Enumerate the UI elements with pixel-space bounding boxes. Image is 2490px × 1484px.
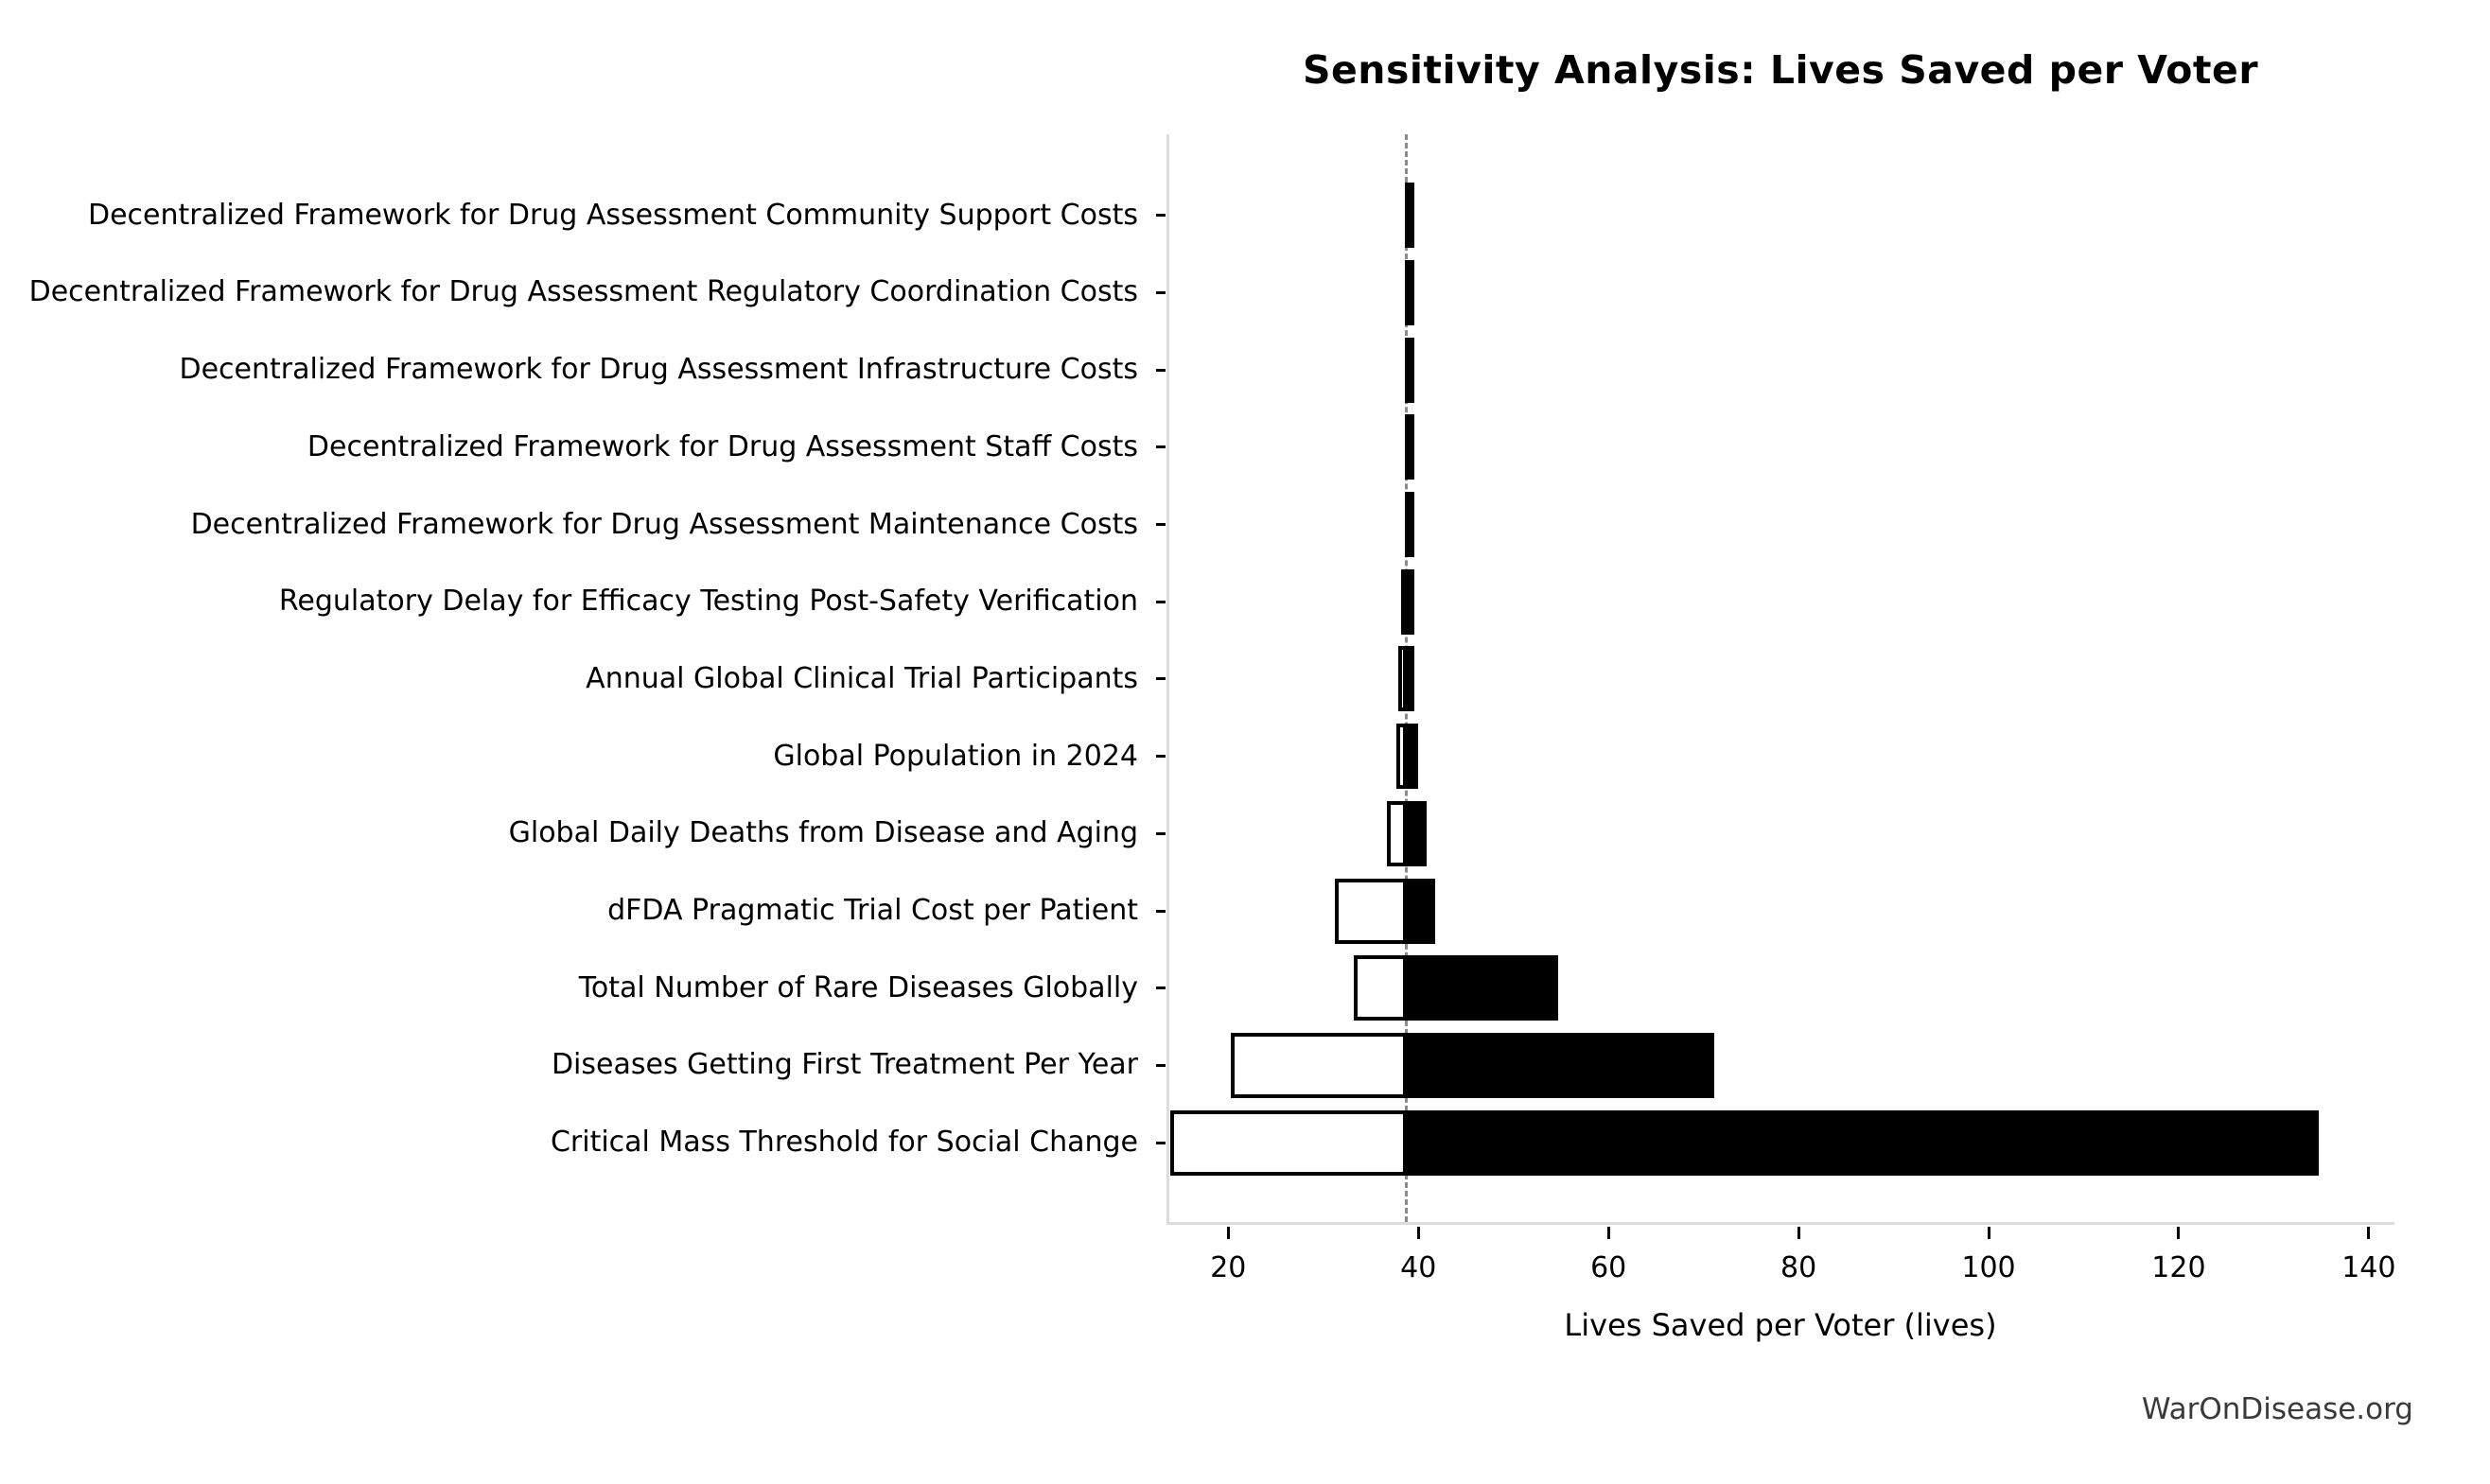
watermark-text: WarOnDisease.org	[2141, 1392, 2413, 1426]
y-axis-category-label: Decentralized Framework for Drug Assessm…	[307, 429, 1138, 463]
x-tick-mark	[2177, 1227, 2181, 1239]
y-tick-mark	[1156, 831, 1166, 835]
bar-low-segment	[1335, 878, 1407, 944]
y-tick-mark	[1156, 368, 1166, 372]
x-tick-mark	[1226, 1227, 1230, 1239]
x-axis: 20 40 60 80 100 120 140	[1166, 1225, 2395, 1376]
x-tick-mark	[1797, 1227, 1800, 1239]
y-axis-category-label: Regulatory Delay for Efficacy Testing Po…	[278, 585, 1138, 619]
bar-low-segment	[1400, 568, 1409, 635]
y-tick-mark	[1156, 523, 1166, 526]
y-tick-mark	[1156, 986, 1166, 990]
x-tick-mark	[1987, 1227, 1990, 1239]
bar-high-segment	[1406, 337, 1414, 403]
y-axis-category-label: Diseases Getting First Treatment Per Yea…	[551, 1048, 1138, 1082]
bar-low-segment	[1231, 1032, 1407, 1098]
bar-high-segment	[1406, 955, 1558, 1021]
x-axis-title: Lives Saved per Voter (lives)	[1564, 1307, 1997, 1343]
y-axis-category-label: Decentralized Framework for Drug Assessm…	[28, 275, 1138, 309]
y-tick-mark	[1156, 600, 1166, 603]
x-tick-mark	[2367, 1227, 2371, 1239]
chart-title: Sensitivity Analysis: Lives Saved per Vo…	[1302, 47, 2259, 93]
bar-high-segment	[1406, 800, 1427, 866]
x-tick-label: 140	[2341, 1251, 2396, 1284]
bar-low-segment	[1170, 1109, 1407, 1176]
bar-high-segment	[1406, 1032, 1715, 1098]
y-tick-mark	[1156, 290, 1166, 294]
x-tick-mark	[1416, 1227, 1420, 1239]
bar-high-segment	[1406, 646, 1414, 712]
bar-high-segment	[1406, 414, 1414, 480]
y-axis-category-label: Global Daily Deaths from Disease and Agi…	[508, 816, 1138, 850]
y-tick-mark	[1156, 445, 1166, 449]
y-axis-category-label: dFDA Pragmatic Trial Cost per Patient	[607, 894, 1138, 927]
y-tick-mark	[1156, 1063, 1166, 1067]
y-axis-category-label: Critical Mass Threshold for Social Chang…	[550, 1126, 1138, 1160]
bar-high-segment	[1406, 492, 1414, 557]
y-tick-mark	[1156, 1141, 1166, 1144]
y-tick-mark	[1156, 214, 1166, 218]
bar-high-segment	[1406, 568, 1414, 635]
y-axis-category-label: Annual Global Clinical Trial Participant…	[586, 661, 1138, 695]
x-tick-label: 40	[1400, 1251, 1437, 1284]
y-axis-category-label: Decentralized Framework for Drug Assessm…	[190, 507, 1138, 541]
y-axis-category-label: Decentralized Framework for Drug Assessm…	[179, 353, 1138, 387]
bar-high-segment	[1406, 183, 1414, 249]
y-tick-mark	[1156, 755, 1166, 759]
bar-low-segment	[1354, 955, 1407, 1021]
bar-low-segment	[1386, 800, 1407, 866]
x-tick-label: 80	[1780, 1251, 1817, 1284]
bar-low-segment	[1397, 646, 1407, 712]
x-tick-label: 60	[1590, 1251, 1627, 1284]
x-tick-mark	[1606, 1227, 1610, 1239]
x-tick-label: 120	[2151, 1251, 2206, 1284]
y-axis-category-label: Decentralized Framework for Drug Assessm…	[88, 198, 1138, 232]
y-axis-category-label: Global Population in 2024	[773, 739, 1138, 773]
y-tick-mark	[1156, 909, 1166, 913]
bar-high-segment	[1406, 1109, 2319, 1176]
y-axis-category-label: Total Number of Rare Diseases Globally	[578, 970, 1138, 1004]
bar-low-segment	[1395, 724, 1407, 790]
bar-high-segment	[1406, 878, 1435, 944]
bar-high-segment	[1406, 724, 1418, 790]
x-tick-label: 100	[1961, 1251, 2016, 1284]
bar-high-segment	[1406, 259, 1414, 325]
plot-area	[1166, 134, 2394, 1225]
y-tick-mark	[1156, 677, 1166, 681]
x-tick-label: 20	[1210, 1251, 1247, 1284]
